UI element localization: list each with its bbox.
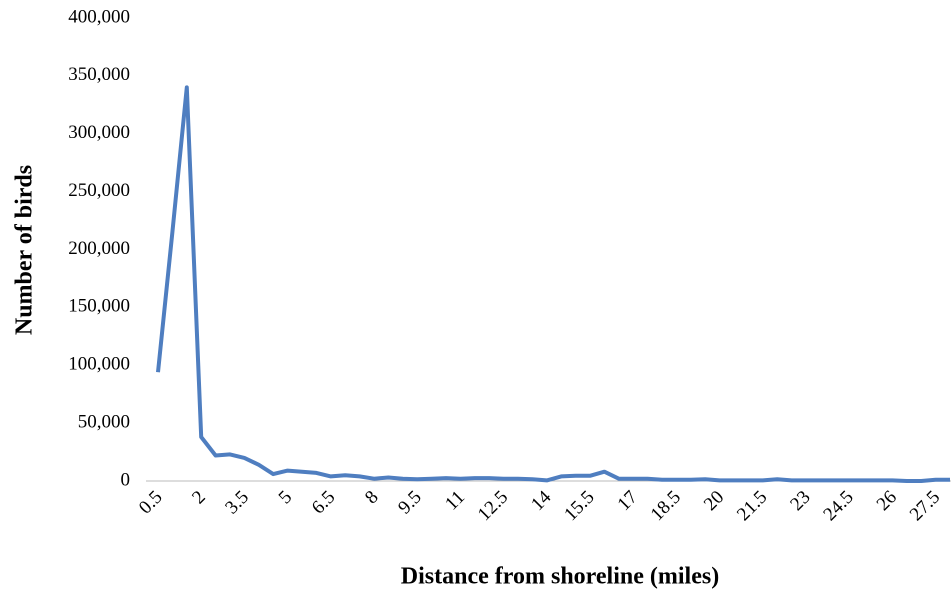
y-axis-title: Number of birds xyxy=(12,165,38,335)
x-tick-label: 26 xyxy=(873,487,901,515)
x-tick-label: 18.5 xyxy=(647,487,685,525)
x-tick-label: 15.5 xyxy=(560,487,598,525)
y-tick-label: 0 xyxy=(121,469,131,490)
x-tick-label: 21.5 xyxy=(733,487,771,525)
x-tick-label: 2 xyxy=(188,487,210,509)
data-line xyxy=(156,85,950,483)
x-tick-label: 6.5 xyxy=(308,487,340,519)
x-tick-label: 20 xyxy=(700,487,728,515)
x-tick-label: 11 xyxy=(441,487,469,515)
y-tick-label: 150,000 xyxy=(68,296,130,317)
x-tick-label: 14 xyxy=(527,486,556,515)
y-tick-label: 300,000 xyxy=(68,122,130,143)
x-tick-label: 24.5 xyxy=(819,487,857,525)
y-tick-label: 100,000 xyxy=(68,354,130,375)
x-tick-label: 9.5 xyxy=(394,487,426,519)
x-tick-label: 12.5 xyxy=(474,487,512,525)
y-tick-label: 400,000 xyxy=(68,6,130,27)
x-tick-label: 3.5 xyxy=(221,487,253,519)
y-tick-label: 50,000 xyxy=(78,411,130,432)
y-tick-label: 350,000 xyxy=(68,64,130,85)
x-tick-label: 5 xyxy=(275,487,297,509)
x-tick-label: 0.5 xyxy=(135,487,167,519)
x-axis-title: Distance from shoreline (miles) xyxy=(401,564,719,590)
y-tick-label: 200,000 xyxy=(68,238,130,259)
x-tick-label: 8 xyxy=(361,487,383,509)
y-tick-label: 250,000 xyxy=(68,180,130,201)
x-tick-label: 27.5 xyxy=(906,487,944,525)
x-tick-label: 17 xyxy=(614,487,642,515)
x-tick-label: 23 xyxy=(786,487,814,515)
